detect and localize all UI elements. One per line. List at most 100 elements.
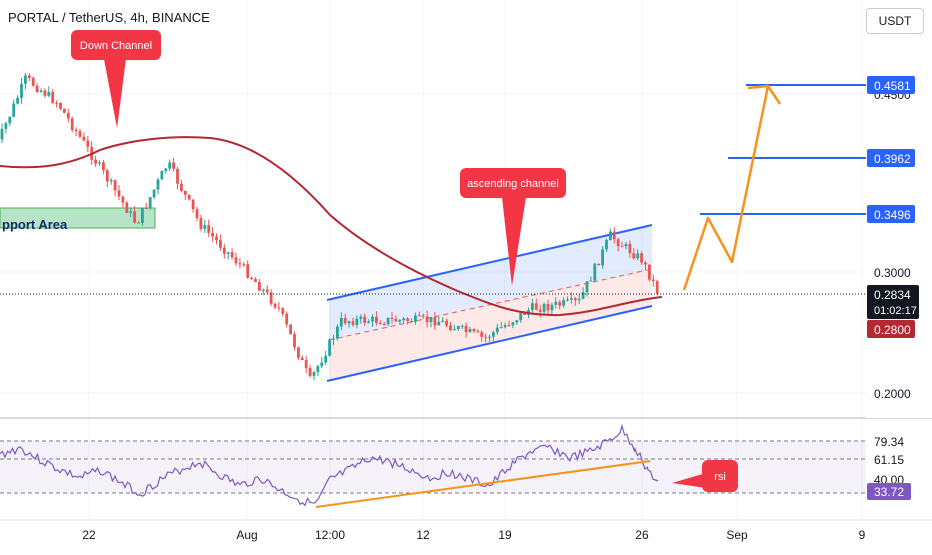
candle-body [605, 240, 608, 250]
candle-body [507, 325, 511, 327]
rsi-trendline[interactable] [315, 460, 651, 508]
time-label-sep: Sep [726, 528, 748, 542]
candle-body [417, 315, 421, 317]
candle-body [137, 222, 140, 224]
candle-body [620, 246, 624, 248]
rsi-axis[interactable]: 79.34 61.15 40.00 33.72 [866, 419, 932, 520]
down-channel-callout[interactable]: Down Channel [71, 30, 161, 128]
candle-body [550, 304, 554, 311]
candle-body [211, 232, 214, 237]
candle-body [254, 279, 257, 283]
candle-body [35, 85, 39, 92]
candle-body [105, 170, 109, 182]
channel-upper-line[interactable] [326, 224, 653, 301]
candle-body [102, 162, 105, 171]
candle-body [429, 317, 433, 323]
candle-body [51, 91, 55, 103]
price-axis[interactable]: 0.4500 0.3000 0.2000 0.4581 0.3962 0.349… [866, 0, 932, 418]
candle-body [98, 162, 101, 164]
candle-body [172, 162, 175, 169]
candle-body [511, 322, 515, 326]
candle-body [394, 318, 398, 322]
candle-body [480, 332, 484, 337]
candle-body [371, 316, 374, 322]
candle-body [484, 336, 487, 338]
candle-body [644, 262, 647, 265]
candle-body [612, 231, 616, 240]
candle-body [492, 332, 495, 337]
candle-body [199, 218, 203, 229]
candle-body [332, 338, 335, 340]
candle-body [269, 292, 273, 304]
candle-body [437, 321, 441, 326]
candle-body [207, 225, 211, 233]
candle-body [129, 211, 133, 213]
candle-body [277, 307, 281, 309]
rsi-tick-61: 61.15 [874, 453, 904, 467]
candle-body [640, 253, 643, 263]
candle-body [515, 320, 519, 323]
time-axis[interactable]: 22 Aug 12:00 12 19 26 Sep 9 [0, 519, 932, 542]
candle-body [433, 317, 437, 326]
candle-body [304, 359, 308, 368]
candle-body [339, 317, 343, 327]
candle-body [215, 236, 218, 241]
candle-body [375, 316, 378, 323]
candle-body [203, 225, 207, 229]
candle-body [133, 211, 136, 223]
candle-body [538, 309, 542, 312]
candle-body [156, 179, 160, 190]
candle-body [242, 264, 246, 266]
candle-body [24, 75, 27, 84]
current-price-badge [867, 285, 919, 319]
candle-body [109, 180, 113, 182]
candle-body [355, 318, 359, 326]
candle-body [343, 317, 347, 324]
candle-body [624, 243, 628, 247]
candle-body [523, 312, 526, 315]
candle-body [464, 325, 468, 333]
candle-body [324, 355, 328, 363]
candle-body [577, 298, 581, 301]
rsi-tick-79: 79.34 [874, 435, 904, 449]
candle-body [289, 324, 292, 335]
candle-body [226, 252, 230, 254]
candle-body [82, 136, 86, 141]
candle-body [300, 357, 304, 360]
candle-body [265, 289, 269, 293]
candle-body [281, 308, 285, 314]
candle-body [168, 162, 172, 169]
candle-body [573, 298, 577, 301]
candle-body [308, 367, 312, 376]
candle-body [499, 327, 503, 329]
price-tick-0-2000: 0.2000 [874, 387, 911, 401]
ma-value-label: 0.2800 [874, 323, 911, 337]
support-area-label: pport Area [2, 217, 68, 232]
rsi-callout[interactable]: rsi [672, 460, 738, 492]
candle-body [176, 168, 179, 184]
candle-body [597, 263, 601, 266]
candle-body [297, 347, 300, 358]
candle-body [246, 264, 250, 278]
candle-body [43, 90, 47, 96]
projection-path[interactable] [682, 85, 770, 291]
candle-body [250, 277, 253, 280]
candle-body [519, 312, 523, 321]
candle-body [12, 103, 16, 117]
candle-body [449, 325, 452, 331]
candle-body [398, 320, 402, 322]
time-label-9: 9 [859, 528, 866, 542]
currency-button[interactable]: USDT [866, 8, 924, 34]
candle-body [382, 324, 386, 326]
support-area-zone[interactable] [0, 207, 156, 229]
candle-body [312, 372, 316, 376]
candle-body [144, 207, 148, 209]
candle-body [534, 303, 538, 310]
channel-lower-line[interactable] [326, 305, 653, 382]
ascending-channel-label: ascending channel [467, 178, 559, 190]
candle-body [421, 315, 425, 317]
candle-body [609, 231, 612, 241]
ascending-channel-callout[interactable]: ascending channel [460, 168, 566, 286]
